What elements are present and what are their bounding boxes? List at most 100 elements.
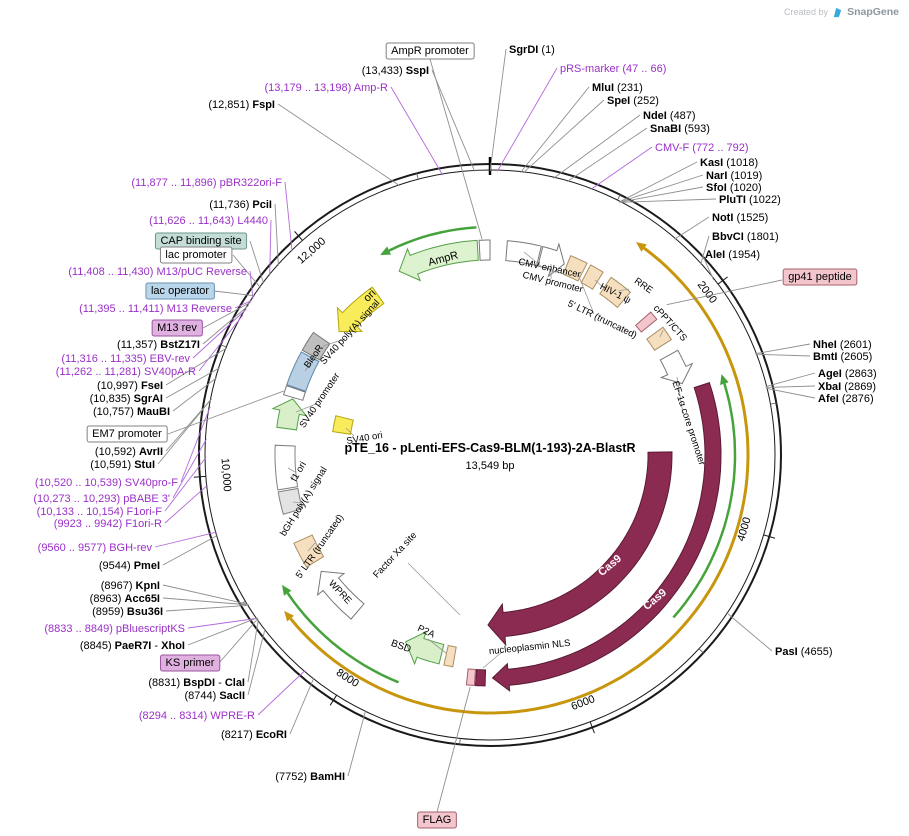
bspdi-clai-label[interactable]: (8831) BspDI - ClaI [148, 677, 245, 689]
pbluescriptks-label[interactable]: (8833 .. 8849) pBluescriptKS [44, 623, 185, 635]
ebv-rev-label[interactable]: (11,316 .. 11,335) EBV-rev [61, 353, 190, 365]
bsu36i-label[interactable]: (8959) Bsu36I [92, 606, 163, 618]
pmei-label[interactable]: (9544) PmeI [99, 560, 160, 572]
feature-sv40-promoter[interactable] [271, 398, 308, 431]
pluti-label[interactable]: PluTI (1022) [719, 194, 781, 206]
lac-operator-label[interactable]: lac operator [151, 285, 209, 297]
cmv-f-label[interactable]: CMV-F (772 .. 792) [655, 142, 749, 154]
pasi-label[interactable]: PasI (4655) [775, 646, 833, 658]
feature-five-ltr-truncated-1[interactable] [562, 255, 588, 282]
sfoi-label[interactable]: SfoI (1020) [706, 182, 762, 194]
pcii-label[interactable]: (11,736) PciI [209, 199, 272, 211]
ecori-label[interactable]: (8217) EcoRI [221, 729, 287, 741]
feature-flag[interactable] [465, 668, 477, 687]
m13-puc-reverse-label[interactable]: (11,408 .. 11,430) M13/pUC Reverse [68, 266, 247, 278]
feature-five-ltr-truncated-2[interactable] [293, 534, 325, 568]
arc-genome-arc[interactable] [289, 246, 750, 715]
fsei-label[interactable]: (10,997) FseI [97, 380, 163, 392]
leader-line-noti [674, 216, 710, 240]
leader-line-prs-marker [496, 67, 558, 172]
afei-label[interactable]: AfeI (2876) [818, 393, 874, 405]
leader-line [307, 542, 316, 552]
feature-cmv-promoter[interactable] [537, 242, 565, 278]
agei-label[interactable]: AgeI (2863) [818, 368, 877, 380]
feature-cas9-outer[interactable] [491, 381, 722, 692]
feature-bgh-polya-signal[interactable] [277, 487, 304, 515]
fspi-label[interactable]: (12,851) FspI [208, 99, 275, 111]
ampr-promoter-label[interactable]: AmpR promoter [391, 45, 469, 57]
feature-cas9[interactable] [487, 451, 673, 647]
kpni-label[interactable]: (8967) KpnI [101, 580, 160, 592]
leader-line-sacii [247, 628, 266, 696]
arc-bsd-orf-arc[interactable] [286, 592, 399, 684]
factor-xa-site-label[interactable]: Factor Xa site [371, 530, 419, 580]
feature-f1-ori[interactable] [274, 444, 299, 491]
feature-bleor[interactable] [286, 351, 320, 392]
f1ori-r-label[interactable]: (9923 .. 9942) F1ori-R [54, 518, 162, 530]
leader-line-m13-rev [202, 302, 251, 329]
maubi-label[interactable]: (10,757) MauBI [93, 406, 170, 418]
feature-cppt-cts[interactable] [646, 326, 673, 351]
ndei-label[interactable]: NdeI (487) [643, 110, 696, 122]
snapgene-logo-icon [833, 7, 842, 17]
sgrdi-label[interactable]: SgrDI (1) [509, 44, 555, 56]
em7-promoter-label[interactable]: EM7 promoter [92, 428, 162, 440]
bstz17i-label[interactable]: (11,357) BstZ17I [117, 339, 200, 351]
sspi-label[interactable]: (13,433) SspI [362, 65, 429, 77]
pbabe-3-label[interactable]: (10,273 .. 10,293) pBABE 3' [33, 493, 170, 505]
wpre-r-label[interactable]: (8294 .. 8314) WPRE-R [139, 710, 255, 722]
bamhi-label[interactable]: (7752) BamHI [275, 771, 345, 783]
feature-wpre[interactable] [316, 570, 365, 620]
feature-gp41-peptide[interactable] [634, 311, 658, 333]
cap-binding-site-label[interactable]: CAP binding site [160, 235, 241, 247]
m13-reverse-label[interactable]: (11,395 .. 11,411) M13 Reverse [79, 303, 232, 315]
gp41-peptide-label[interactable]: gp41 peptide [788, 271, 852, 283]
feature-rre[interactable] [599, 276, 632, 309]
sv40pro-f-label[interactable]: (10,520 .. 10,539) SV40pro-F [35, 477, 178, 489]
amp-r-label[interactable]: (13,179 .. 13,198) Amp-R [264, 82, 388, 94]
bgh-rev-label[interactable]: (9560 .. 9577) BGH-rev [38, 542, 153, 554]
arc-cas9-orf-arc[interactable] [672, 383, 737, 619]
f1ori-f-label[interactable]: (10,133 .. 10,154) F1ori-F [37, 506, 163, 518]
pbr322ori-f-label[interactable]: (11,877 .. 11,896) pBR322ori-F [131, 177, 282, 189]
lac-promoter-label[interactable]: lac promoter [165, 249, 226, 261]
leader-line-sspi [431, 69, 476, 172]
acc65i-label[interactable]: (8963) Acc65I [90, 593, 160, 605]
leader-line-f1ori-r [164, 484, 208, 524]
snabi-label[interactable]: SnaBI (593) [650, 123, 710, 135]
feature-ampr[interactable] [398, 239, 479, 282]
sacii-label[interactable]: (8744) SacII [184, 690, 245, 702]
feature-ori[interactable] [336, 286, 385, 333]
sv40pa-r-label[interactable]: (11,262 .. 11,281) SV40pA-R [56, 366, 196, 378]
spei-label[interactable]: SpeI (252) [607, 95, 659, 107]
feature-bsd[interactable] [404, 630, 445, 666]
nhei-label[interactable]: NheI (2601) [813, 339, 872, 351]
m13-rev-label[interactable]: M13 rev [157, 322, 197, 334]
prs-marker-label[interactable]: pRS-marker (47 .. 66) [560, 63, 666, 75]
arc-ampr-orf-arc[interactable] [388, 226, 477, 252]
feature-p2a[interactable] [443, 644, 457, 668]
stui-label[interactable]: (10,591) StuI [90, 459, 155, 471]
kasi-label[interactable]: KasI (1018) [700, 157, 758, 169]
feature-sv40-ori[interactable] [332, 415, 355, 435]
nucleoplasmin-nls-label[interactable]: nucleoplasmin NLS [488, 638, 571, 657]
bmti-label[interactable]: BmtI (2605) [813, 351, 872, 363]
alei-label[interactable]: AleI (1954) [705, 249, 760, 261]
feature-ampr-promoter[interactable] [478, 239, 491, 261]
ks-primer-label[interactable]: KS primer [166, 657, 215, 669]
noti-label[interactable]: NotI (1525) [712, 212, 768, 224]
avrii-label[interactable]: (10,592) AvrII [95, 446, 163, 458]
mlui-label[interactable]: MluI (231) [592, 82, 643, 94]
sgrai-label[interactable]: (10,835) SgrAI [90, 393, 163, 405]
feature-nucleoplasmin-nls[interactable] [474, 669, 487, 687]
xbai-label[interactable]: XbaI (2869) [818, 381, 876, 393]
nari-label[interactable]: NarI (1019) [706, 170, 762, 182]
feature-hiv1-psi[interactable] [580, 264, 604, 290]
rre-label[interactable]: RRE [632, 276, 655, 297]
feature-ef1a-core-promoter[interactable] [659, 349, 694, 385]
feature-em7-promoter[interactable] [282, 384, 307, 401]
bbvci-label[interactable]: BbvCI (1801) [712, 231, 779, 243]
paer7i-xhoi-label[interactable]: (8845) PaeR7I - XhoI [80, 640, 185, 652]
flag-label[interactable]: FLAG [423, 814, 452, 826]
l4440-label[interactable]: (11,626 .. 11,643) L4440 [149, 215, 268, 227]
